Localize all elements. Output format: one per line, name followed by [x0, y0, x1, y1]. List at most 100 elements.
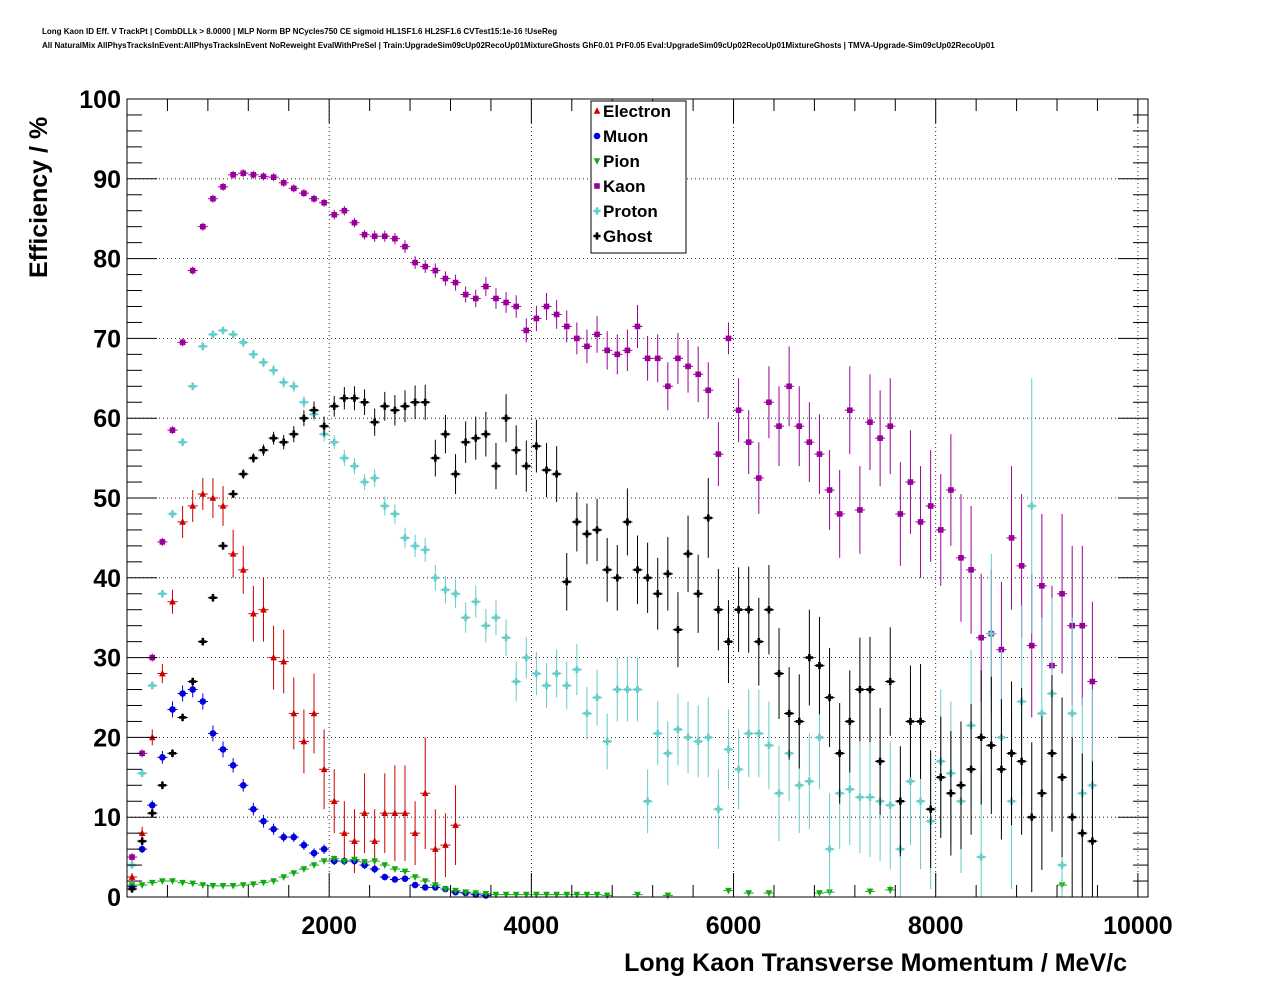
- kaon-marker: [1039, 582, 1045, 589]
- proton-marker: [431, 574, 439, 582]
- electron-point: [430, 809, 441, 890]
- proton-marker: [391, 510, 399, 518]
- pion-point: [814, 890, 825, 897]
- kaon-marker: [230, 172, 236, 178]
- electron-marker: [330, 797, 338, 805]
- electron-point: [217, 486, 229, 526]
- kaon-marker: [200, 223, 206, 230]
- pion-marker: [310, 862, 318, 869]
- kaon-point: [773, 386, 785, 467]
- ghost-point: [147, 809, 158, 818]
- proton-point: [460, 602, 471, 633]
- kaon-point: [672, 332, 683, 384]
- pion-point: [743, 890, 754, 897]
- proton-point: [137, 769, 148, 778]
- ghost-marker: [593, 526, 601, 534]
- pion-marker: [330, 855, 338, 863]
- electron-marker: [138, 829, 146, 836]
- kaon-marker: [887, 423, 894, 429]
- kaon-point: [420, 260, 431, 273]
- kaon-point: [127, 853, 138, 862]
- pion-point: [632, 891, 643, 899]
- muon-point: [399, 875, 411, 882]
- ghost-point: [662, 537, 673, 611]
- ghost-marker: [694, 590, 702, 598]
- legend: Electron Muon Pion Kaon Proton Ghost: [590, 100, 687, 254]
- axes: 0 10 20 30 40 50 60 70 80 90 100 2000 4000 6000 8000 10…: [79, 86, 1172, 940]
- ghost-marker: [482, 430, 490, 438]
- ghost-marker: [542, 466, 551, 474]
- muon-marker: [411, 881, 419, 889]
- series-electron: [127, 478, 461, 890]
- muon-point: [278, 832, 289, 842]
- pion-point: [228, 883, 239, 890]
- muon-point: [268, 823, 279, 835]
- ghost-marker: [280, 438, 288, 446]
- ghost-marker: [977, 733, 985, 741]
- ghost-marker: [360, 398, 369, 406]
- kaon-point: [875, 390, 886, 487]
- ghost-marker: [846, 717, 854, 726]
- ghost-marker: [178, 713, 187, 722]
- kaon-point: [1006, 466, 1017, 610]
- kaon-point: [268, 173, 279, 182]
- proton-marker: [573, 665, 581, 674]
- proton-point: [339, 450, 350, 467]
- kaon-marker: [695, 371, 701, 378]
- pion-point: [521, 891, 532, 899]
- x-axis-label: Long Kaon Transverse Momentum / MeV/c: [624, 949, 1127, 977]
- kaon-point: [450, 274, 461, 291]
- proton-point: [258, 357, 269, 368]
- ghost-marker: [199, 638, 207, 646]
- kaon-point: [642, 336, 653, 381]
- ghost-point: [258, 444, 269, 456]
- kaon-marker: [665, 383, 671, 390]
- ghost-marker: [927, 805, 935, 813]
- proton-marker: [512, 677, 520, 686]
- ghost-marker: [836, 749, 844, 757]
- proton-marker: [1058, 861, 1066, 869]
- pion-point: [308, 862, 320, 869]
- ghost-point: [915, 663, 926, 779]
- ghost-point: [854, 637, 865, 742]
- muon-marker: [391, 876, 399, 883]
- electron-point: [440, 813, 451, 878]
- proton-marker: [906, 777, 915, 785]
- muon-marker: [290, 833, 298, 841]
- ghost-point: [612, 545, 623, 611]
- muon-point: [147, 800, 158, 811]
- proton-point: [147, 681, 158, 690]
- ghost-marker: [583, 530, 591, 538]
- ghost-point: [824, 648, 835, 747]
- proton-marker: [724, 745, 733, 753]
- pion-point: [369, 858, 380, 865]
- proton-point: [470, 585, 481, 618]
- ghost-marker: [290, 430, 298, 438]
- kaon-point: [854, 466, 865, 554]
- muon-point: [217, 741, 229, 758]
- legend-marker-pion: [593, 158, 601, 165]
- ghost-marker: [209, 594, 217, 602]
- kaon-marker: [189, 267, 196, 274]
- kaon-point: [945, 434, 956, 546]
- muon-marker: [199, 698, 207, 705]
- ghost-marker: [421, 398, 429, 406]
- pion-marker: [432, 882, 439, 889]
- kaon-point: [410, 256, 421, 269]
- ghost-point: [460, 421, 471, 463]
- proton-marker: [168, 510, 177, 518]
- ghost-point: [167, 749, 178, 758]
- ghost-marker: [937, 773, 945, 781]
- proton-point: [581, 687, 593, 740]
- ghost-point: [814, 616, 825, 715]
- grid: [127, 99, 1148, 897]
- electron-marker: [219, 502, 227, 509]
- pion-point: [581, 891, 593, 899]
- pion-point: [147, 879, 158, 887]
- kaon-point: [207, 194, 218, 203]
- ghost-marker: [684, 550, 692, 558]
- kaon-marker: [574, 335, 580, 342]
- ghost-point: [450, 454, 461, 495]
- pion-marker: [452, 887, 459, 895]
